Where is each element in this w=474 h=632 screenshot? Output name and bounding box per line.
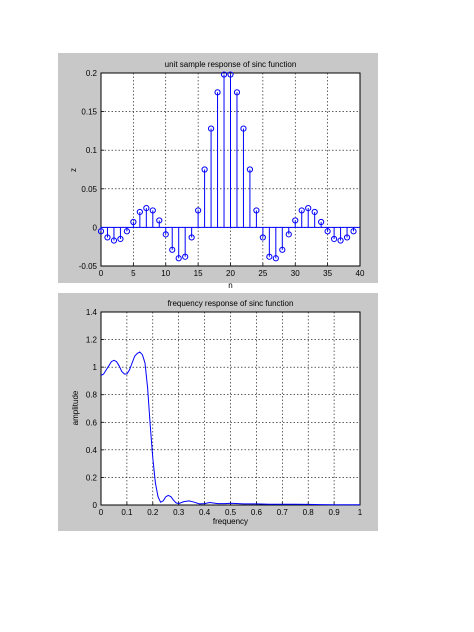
stem-marker [201, 166, 208, 173]
x-tick-label: 35 [323, 269, 332, 278]
stem-marker [188, 234, 195, 241]
stem-marker [343, 234, 351, 241]
stem-marker [305, 205, 312, 212]
y-tick-label: 0.2 [86, 69, 98, 78]
x-tick-label: 0.1 [121, 508, 133, 517]
stem-marker [149, 207, 156, 214]
chart-title: frequency response of sinc function [168, 299, 294, 308]
stem-marker [162, 231, 169, 238]
stem-marker [130, 218, 137, 226]
y-tick-label: 0 [93, 501, 98, 510]
stem-marker [175, 255, 182, 262]
y-tick-label: 0.8 [86, 391, 98, 400]
stem-marker [214, 89, 221, 96]
y-tick-label: 0 [93, 223, 98, 232]
y-tick-label: 0.6 [86, 418, 98, 427]
x-tick-label: 0.3 [173, 508, 185, 517]
stem-marker [311, 208, 318, 216]
y-tick-label: 1 [93, 363, 98, 372]
stem-marker [104, 234, 111, 241]
stem-marker [331, 235, 338, 243]
stem-marker [292, 217, 299, 224]
x-tick-label: 0.9 [329, 508, 341, 517]
x-axis-label: frequency [213, 517, 248, 526]
x-tick-label: 0.7 [277, 508, 289, 517]
stem-marker [117, 235, 124, 243]
y-axis-label: amplitude [71, 390, 80, 425]
grid-lines [100, 311, 361, 506]
chart-title: unit sample response of sinc function [165, 60, 297, 69]
stem-marker [207, 125, 215, 132]
stem-marker [272, 255, 279, 262]
x-tick-label: 25 [258, 269, 267, 278]
x-tick-label: 20 [226, 269, 235, 278]
y-tick-label: 0.1 [86, 146, 98, 155]
stem-marker [298, 207, 305, 214]
x-tick-label: 5 [131, 269, 136, 278]
stem-marker [110, 237, 118, 244]
stem-marker [227, 71, 234, 78]
x-tick-label: 0.6 [251, 508, 263, 517]
stem-marker [266, 253, 273, 260]
stem-marker [240, 125, 247, 132]
x-tick-label: 30 [291, 269, 300, 278]
stem-marker [169, 246, 176, 253]
y-tick-label: 0.2 [86, 473, 98, 482]
line-figure: 0 0.1 0.2 0.3 0.4 0.5 0.6 0.7 0.8 0.9 1 0 0.2 0.4 0.6 0… [58, 293, 378, 531]
y-tick-label: 1.2 [86, 336, 98, 345]
stem-marker [324, 228, 331, 235]
x-tick-label: 10 [161, 269, 170, 278]
y-axis-label: z [69, 168, 78, 172]
stem-series [97, 71, 360, 262]
stem-marker [123, 228, 131, 235]
x-tick-label: 0 [99, 508, 104, 517]
stem-marker [156, 217, 163, 224]
y-tick-label: 0.15 [81, 108, 97, 117]
x-tick-label: 0 [99, 269, 104, 278]
y-tick-label: 0.4 [86, 446, 98, 455]
stem-marker [233, 89, 241, 96]
line-series [100, 351, 360, 506]
stem-marker [195, 207, 202, 214]
x-tick-label: 40 [356, 269, 365, 278]
stem-marker [182, 253, 189, 260]
y-tick-label: 1.4 [86, 308, 98, 317]
stem-marker [350, 228, 357, 235]
x-tick-label: 0.2 [147, 508, 159, 517]
stem-marker [337, 237, 344, 244]
x-tick-label: 0.8 [303, 508, 315, 517]
tick-labels: 0 0.1 0.2 0.3 0.4 0.5 0.6 0.7 0.8 0.9 1 0 0.2 0.4 0.6 0… [86, 308, 363, 517]
stem-marker [318, 218, 325, 226]
stem-marker [253, 207, 260, 214]
x-tick-label: 15 [194, 269, 203, 278]
stem-marker [259, 234, 266, 241]
y-tick-label: -0.05 [79, 262, 98, 271]
stem-marker [285, 231, 292, 238]
x-tick-label: 0.4 [199, 508, 211, 517]
x-tick-label: 1 [358, 508, 363, 517]
stem-marker [279, 246, 286, 253]
stem-marker [97, 228, 105, 235]
y-tick-label: 0.05 [81, 185, 97, 194]
series-line [100, 351, 360, 506]
stem-marker [220, 71, 228, 78]
x-axis-label: n [228, 281, 232, 290]
stem-marker [143, 205, 150, 212]
stem-marker [136, 208, 143, 216]
stem-marker [246, 166, 254, 173]
x-tick-label: 0.5 [225, 508, 237, 517]
